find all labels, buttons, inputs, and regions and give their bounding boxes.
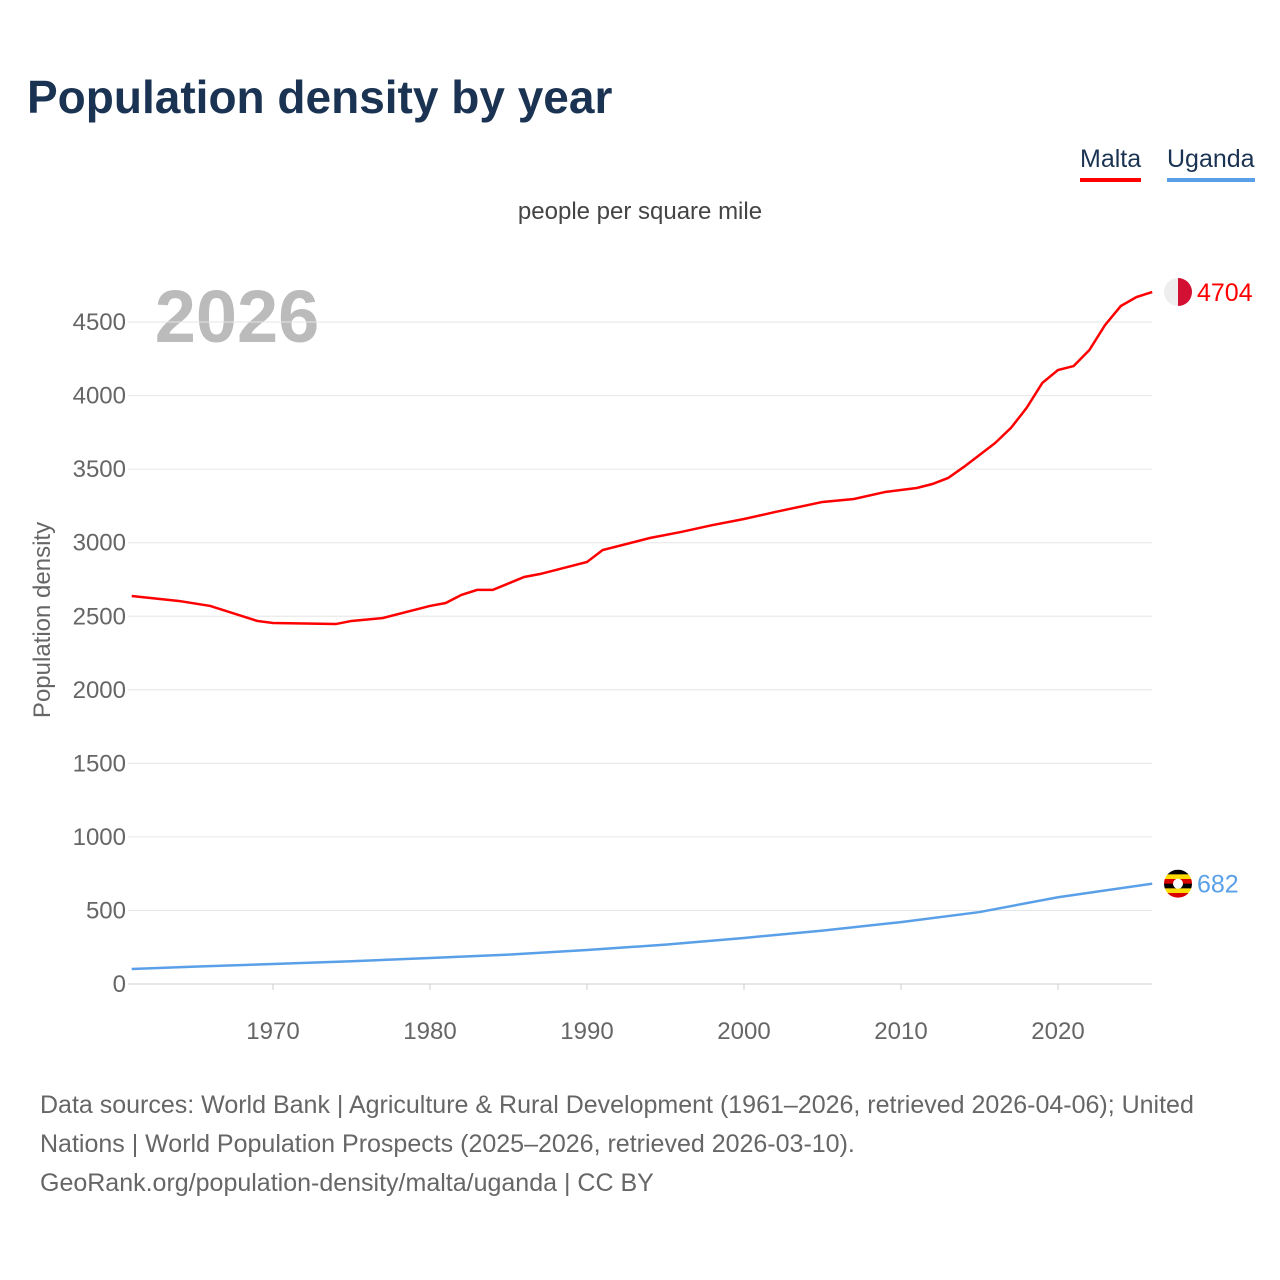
flag-red-half xyxy=(1178,278,1192,307)
footer-link[interactable]: GeoRank.org/population-density/malta/uga… xyxy=(40,1169,654,1197)
y-tick-label: 1000 xyxy=(73,824,126,851)
footer-line: Nations | World Population Prospects (20… xyxy=(40,1130,855,1158)
end-value-label: 682 xyxy=(1197,871,1239,899)
chart-subtitle: people per square mile xyxy=(517,198,763,225)
series-line-malta xyxy=(131,290,1153,626)
y-tick-label: 2000 xyxy=(73,677,126,704)
flag-stripe xyxy=(1164,893,1192,898)
end-value-label: 4704 xyxy=(1197,279,1253,307)
x-tick-label: 1990 xyxy=(560,1018,613,1045)
flag-stripe xyxy=(1164,869,1192,875)
year-watermark: 2026 xyxy=(155,275,320,358)
y-tick-label: 500 xyxy=(86,897,126,924)
x-tick-label: 1970 xyxy=(246,1018,299,1045)
footer-sources: Data sources: World Bank | Agriculture &… xyxy=(40,1086,1250,1203)
x-tick-label: 2000 xyxy=(717,1018,770,1045)
x-tick-label: 2010 xyxy=(874,1018,927,1045)
line-chart: 2026 Population density 0 500 1000 1500 2000… xyxy=(29,275,1253,1045)
series-line-uganda xyxy=(131,882,1153,971)
y-axis-label: Population density xyxy=(29,522,56,718)
y-tick-label: 1500 xyxy=(73,750,126,777)
y-tick-label: 3000 xyxy=(73,530,126,557)
legend-malta[interactable]: Malta xyxy=(1080,145,1142,182)
x-tick-label: 1980 xyxy=(403,1018,456,1045)
page-title: Population density by year xyxy=(27,71,613,123)
flag-emblem xyxy=(1173,878,1183,889)
flag-icon-uganda xyxy=(1164,869,1192,898)
footer-line: Data sources: World Bank | Agriculture &… xyxy=(40,1091,1194,1119)
y-tick-label: 0 xyxy=(113,971,126,998)
flag-stripe xyxy=(1164,888,1192,894)
legend-uganda[interactable]: Uganda xyxy=(1167,145,1255,182)
y-tick-label: 2500 xyxy=(73,603,126,630)
flag-stripe xyxy=(1164,874,1192,880)
y-tick-label: 4000 xyxy=(73,383,126,410)
x-tick-label: 2020 xyxy=(1031,1018,1084,1045)
y-tick-label: 3500 xyxy=(73,456,126,483)
flag-icon-malta xyxy=(1164,278,1192,307)
y-tick-label: 4500 xyxy=(73,309,126,336)
